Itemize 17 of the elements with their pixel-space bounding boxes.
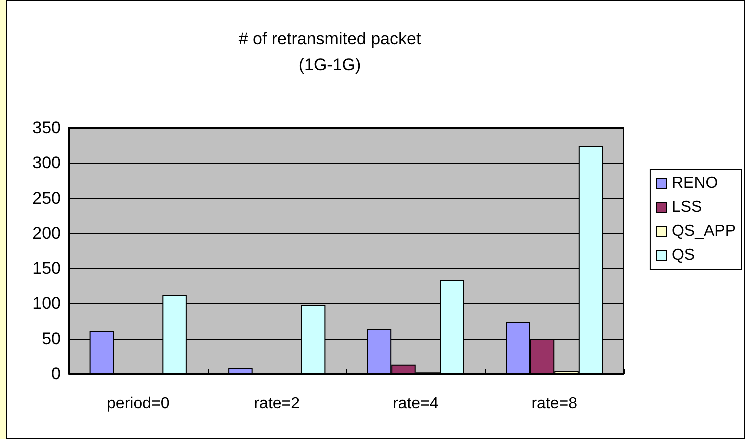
x-tick-label: rate=4 [392, 396, 439, 412]
x-tick-label: rate=2 [254, 396, 300, 412]
chart-title: # of retransmited packet (1G-1G) [238, 30, 422, 74]
x-tick-label: period=0 [107, 396, 170, 412]
legend-label: QS_APP [672, 223, 736, 240]
legend-label: QS [672, 247, 696, 264]
y-tick-label: 300 [32, 154, 61, 173]
y-tick-label: 150 [32, 259, 61, 278]
y-tick-label: 250 [32, 188, 61, 208]
y-tick-label: 0 [52, 364, 61, 384]
legend-label: RENO [672, 175, 718, 192]
legend-label: LSS [672, 199, 702, 216]
y-tick-label: 350 [32, 118, 61, 138]
x-tick-label: rate=8 [532, 396, 578, 412]
y-tick-label: 50 [42, 329, 61, 348]
y-tick-label: 100 [32, 294, 61, 314]
y-tick-label: 200 [32, 224, 61, 243]
